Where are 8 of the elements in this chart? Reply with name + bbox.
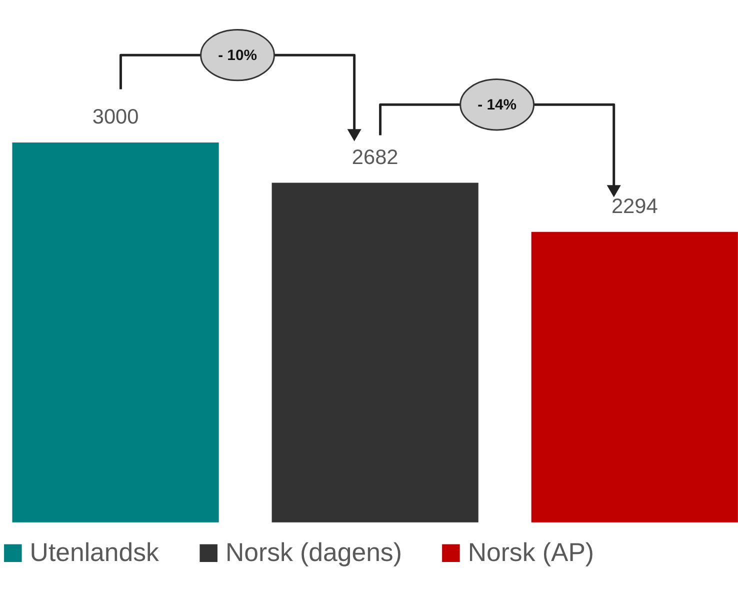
data-label: 2294 [611,195,658,218]
text: - 10% [218,48,257,64]
legend-label: Norsk (AP) [468,539,594,568]
text: - 14% [478,98,516,114]
data-label: 3000 [92,106,139,129]
data-label: 2682 [352,146,398,169]
legend-label: Norsk (dagens) [225,539,402,568]
legend-label: Utenlandsk [30,539,160,568]
